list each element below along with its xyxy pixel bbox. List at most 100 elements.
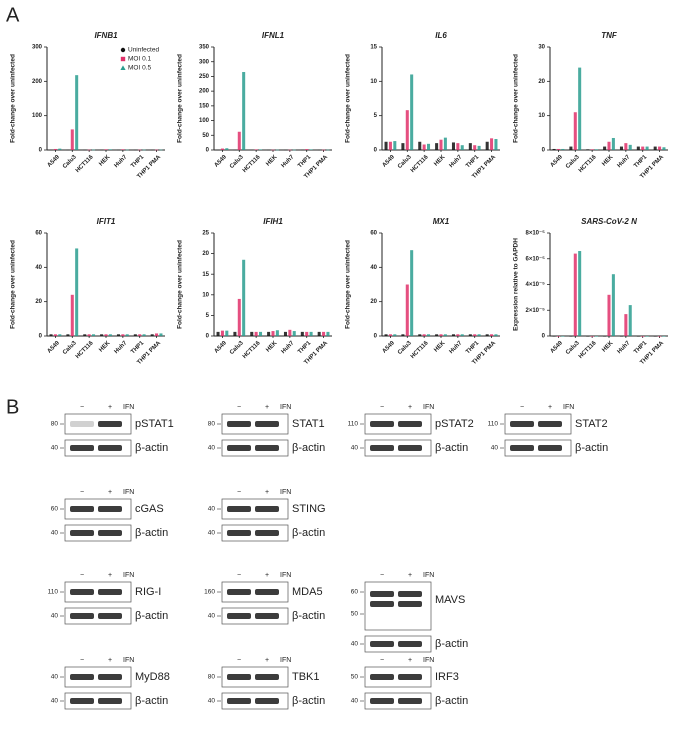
y-tick-label: 10 — [370, 79, 377, 85]
bar — [309, 149, 313, 151]
bar — [75, 75, 79, 150]
bar — [108, 334, 112, 336]
x-tick-label: HEK — [433, 340, 447, 354]
treatment-minus: − — [237, 572, 241, 579]
bar — [578, 251, 582, 336]
x-tick-label: Huh7 — [281, 340, 296, 355]
mw-label: 40 — [51, 445, 59, 452]
mw-label: 110 — [48, 589, 59, 596]
bar — [401, 334, 405, 336]
y-tick-label: 200 — [32, 79, 43, 85]
blot-band — [255, 674, 279, 680]
bar — [326, 331, 330, 336]
mw-label: 50 — [351, 674, 359, 681]
blot-band — [227, 530, 251, 536]
y-tick-label: 15 — [370, 45, 377, 51]
blot-band — [70, 445, 94, 451]
bar — [288, 149, 292, 151]
blot-panel: − + IFN 50 IRF3 40 β-actin — [351, 657, 468, 710]
bar — [595, 149, 599, 150]
y-tick-label: 0 — [39, 334, 43, 340]
bar — [58, 148, 62, 150]
x-tick-label: HCT116 — [578, 340, 598, 360]
bar — [100, 149, 104, 151]
loading-name: β-actin — [435, 442, 468, 454]
loading-name: β-actin — [135, 695, 168, 707]
blot-band — [98, 506, 122, 512]
panel-label: A — [6, 4, 20, 26]
blot-band — [398, 674, 422, 680]
y-tick-label: 300 — [199, 59, 210, 65]
mw-label: 40 — [208, 613, 216, 620]
bar — [142, 334, 146, 336]
y-axis-label: Fold-change over uninfected — [10, 54, 17, 143]
blot-panel: − + IFN 60 cGAS 40 β-actin — [51, 489, 168, 542]
bar — [456, 334, 460, 336]
bar — [326, 149, 330, 151]
bar — [53, 334, 57, 336]
y-tick-label: 20 — [370, 299, 377, 305]
protein-name: STAT1 — [292, 418, 325, 430]
bar — [83, 334, 87, 336]
treatment-label: IFN — [423, 404, 434, 411]
y-axis-label: Fold-change over uninfected — [345, 240, 352, 329]
x-tick-label: A549 — [550, 340, 565, 355]
bar — [410, 250, 414, 336]
y-tick-label: 30 — [538, 45, 545, 51]
bar — [237, 298, 241, 336]
bar — [561, 148, 565, 150]
blot-band — [255, 613, 279, 619]
blot-band — [398, 421, 422, 427]
bar — [628, 305, 632, 336]
bar — [254, 331, 258, 336]
bar — [216, 149, 220, 151]
blot-band — [70, 421, 94, 427]
bar — [317, 331, 321, 336]
blot-band — [70, 674, 94, 680]
bar — [653, 336, 657, 337]
treatment-plus: + — [265, 404, 269, 411]
bar — [443, 334, 447, 336]
bar — [590, 149, 594, 150]
blot-panel: − + IFN 80 pSTAT1 40 β-actin — [51, 404, 174, 457]
blot-band — [98, 613, 122, 619]
x-tick-label: HCT116 — [75, 154, 95, 174]
blot-band — [370, 601, 394, 607]
blot-band — [98, 530, 122, 536]
blot-band — [398, 698, 422, 704]
bar — [418, 141, 422, 150]
blot-band — [70, 698, 94, 704]
treatment-plus: + — [108, 572, 112, 579]
y-tick-label: 60 — [35, 231, 42, 237]
bar — [242, 259, 246, 336]
bar — [494, 334, 498, 336]
bar — [494, 139, 498, 150]
protein-name: pSTAT2 — [435, 418, 474, 430]
bar — [384, 334, 388, 336]
bar — [439, 334, 443, 336]
blot-band — [370, 641, 394, 647]
bar — [410, 74, 414, 150]
blot-band — [370, 445, 394, 451]
x-tick-label: THP1 — [297, 340, 313, 356]
bar — [70, 129, 74, 150]
mw-label: 50 — [351, 611, 359, 618]
legend-label: MOI 0.5 — [128, 65, 152, 72]
bar — [159, 149, 163, 151]
mw-label: 40 — [51, 613, 59, 620]
bar — [225, 330, 229, 336]
x-tick-label: HEK — [265, 340, 279, 354]
bar — [155, 149, 159, 151]
mw-label: 160 — [204, 589, 215, 596]
bar — [220, 330, 224, 336]
blot-band — [398, 601, 422, 607]
mw-label: 40 — [351, 445, 359, 452]
chart-title: SARS-CoV-2 N — [581, 217, 637, 226]
bar — [66, 149, 70, 151]
bar — [619, 336, 623, 337]
loading-name: β-actin — [435, 638, 468, 650]
bar — [275, 330, 279, 336]
y-tick-label: 5 — [374, 113, 378, 119]
bar — [250, 149, 254, 151]
bar — [490, 334, 494, 336]
